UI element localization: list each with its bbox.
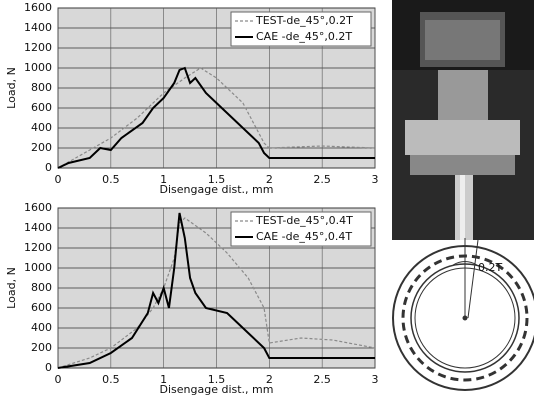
x-tick-label: 2 — [266, 173, 273, 186]
legend-box — [230, 211, 372, 247]
data-line — [57, 212, 375, 369]
legend-label: TEST-de_45°,0.4T — [255, 214, 353, 227]
legend-label: CAE -de_45°,0.4T — [256, 230, 352, 243]
x-tick-label: 0.5 — [102, 373, 120, 386]
data-line — [57, 217, 376, 369]
x-tick-label: 3 — [372, 373, 379, 386]
legend-label: CAE -de_45°,0.2T — [256, 30, 352, 43]
y-tick-label: 1600 — [24, 1, 52, 14]
y-tick-label: 1000 — [24, 261, 52, 274]
y-axis-title: Load, N — [5, 267, 18, 309]
x-tick-label: 0 — [55, 373, 62, 386]
y-tick-label: 600 — [31, 101, 52, 114]
y-tick-label: 1400 — [24, 21, 52, 34]
y-tick-label: 1200 — [24, 41, 52, 54]
y-tick-label: 200 — [31, 141, 52, 154]
x-tick-label: 3 — [372, 173, 379, 186]
photo — [392, 0, 534, 240]
x-axis-title: Disengage dist., mm — [160, 183, 274, 196]
x-tick-label: 2.5 — [313, 173, 331, 186]
y-tick-label: 800 — [31, 81, 52, 94]
y-tick-label: 400 — [31, 121, 52, 134]
data-line — [57, 66, 375, 169]
y-tick-label: 200 — [31, 341, 52, 354]
x-tick-label: 0 — [55, 173, 62, 186]
legend-label: TEST-de_45°,0.2T — [255, 14, 353, 27]
x-tick-label: 0.5 — [102, 173, 120, 186]
y-tick-label: 1600 — [24, 201, 52, 214]
y-tick-label: 0 — [45, 361, 52, 374]
y-tick-label: 1400 — [24, 221, 52, 234]
y-tick-label: 600 — [31, 301, 52, 314]
x-tick-label: 1 — [160, 373, 167, 386]
x-tick-label: 1.5 — [208, 173, 226, 186]
legend-box — [230, 11, 372, 47]
y-tick-label: 800 — [31, 281, 52, 294]
y-tick-label: 1200 — [24, 241, 52, 254]
x-tick-label: 1.5 — [208, 373, 226, 386]
x-axis-title: Disengage dist., mm — [160, 383, 274, 396]
y-tick-label: 400 — [31, 321, 52, 334]
data-line — [57, 67, 376, 169]
x-tick-label: 1 — [160, 173, 167, 186]
y-tick-label: 0 — [45, 161, 52, 174]
x-tick-label: 2 — [266, 373, 273, 386]
y-tick-label: 1000 — [24, 61, 52, 74]
x-tick-label: 2.5 — [313, 373, 331, 386]
y-axis-title: Load, N — [5, 67, 18, 109]
diagram-label: 0.2T — [478, 261, 502, 274]
gear-diagram: 0.2T — [392, 238, 534, 391]
